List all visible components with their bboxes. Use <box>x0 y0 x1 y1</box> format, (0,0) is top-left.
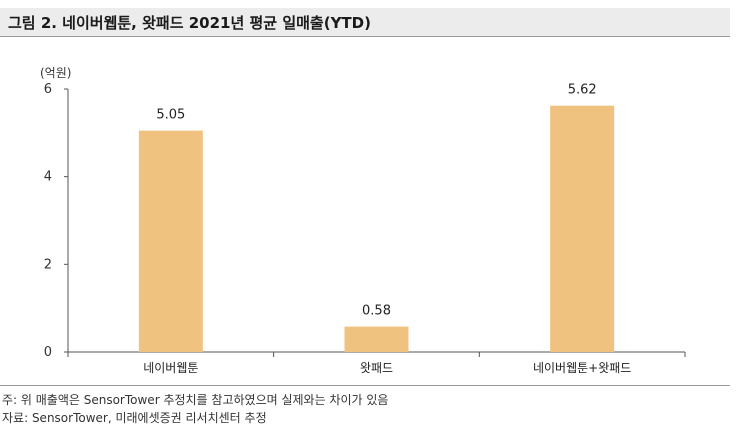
x-category-label: 네이버웹툰+왓패드 <box>533 361 631 375</box>
source-note: 자료: SensorTower, 미래에셋증권 리서치센터 추정 <box>2 411 267 425</box>
bar <box>138 130 203 352</box>
bar-chart: 0 2 4 6 5.05 네이버웹툰 0.58 왓패드 5.62 네이버웹툰+왓패드 <box>44 82 686 375</box>
title-bar: 그림 2. 네이버웹툰, 왓패드 2021년 평균 일매출(YTD) <box>0 8 730 36</box>
y-axis-unit-label: (억원) <box>40 66 72 80</box>
x-category-label: 왓패드 <box>360 361 393 375</box>
bar-value-label: 5.05 <box>156 108 185 123</box>
chart-title: 그림 2. 네이버웹툰, 왓패드 2021년 평균 일매출(YTD) <box>8 14 371 32</box>
bar-value-label: 5.62 <box>568 83 597 98</box>
y-tick-label: 0 <box>44 345 52 360</box>
bar-value-label: 0.58 <box>362 304 391 319</box>
y-tick-label: 6 <box>44 82 52 97</box>
y-tick-label: 4 <box>44 170 52 185</box>
footnote: 주: 위 매출액은 SensorTower 추정치를 참고하였으며 실제와는 차… <box>2 393 389 407</box>
x-category-label: 네이버웹툰 <box>143 361 198 375</box>
title-divider <box>0 36 730 37</box>
bar <box>550 105 615 352</box>
y-tick-label: 2 <box>44 257 52 272</box>
footer-divider <box>0 385 730 386</box>
bar <box>344 326 409 352</box>
